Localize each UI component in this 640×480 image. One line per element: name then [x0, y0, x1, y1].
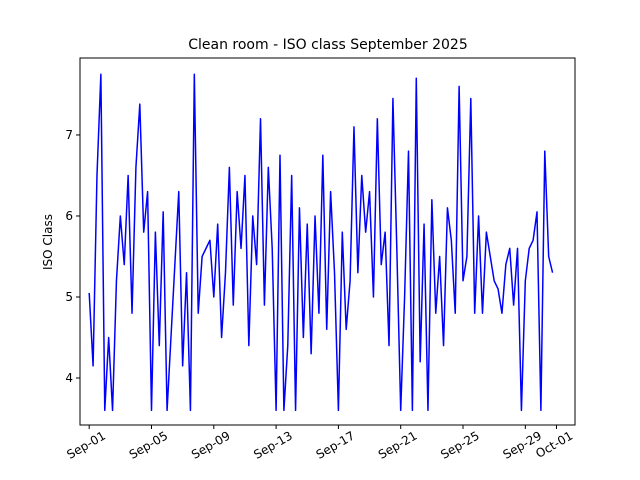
y-tick-label: 4 — [65, 371, 73, 385]
y-tick-label: 5 — [65, 290, 73, 304]
plot-frame — [79, 57, 576, 426]
line-series — [88, 73, 554, 412]
y-tick-label: 6 — [65, 209, 73, 223]
chart-title: Clean room - ISO class September 2025 — [188, 37, 468, 53]
y-axis-label: ISO Class — [41, 214, 55, 270]
y-tick-label: 7 — [65, 128, 73, 142]
